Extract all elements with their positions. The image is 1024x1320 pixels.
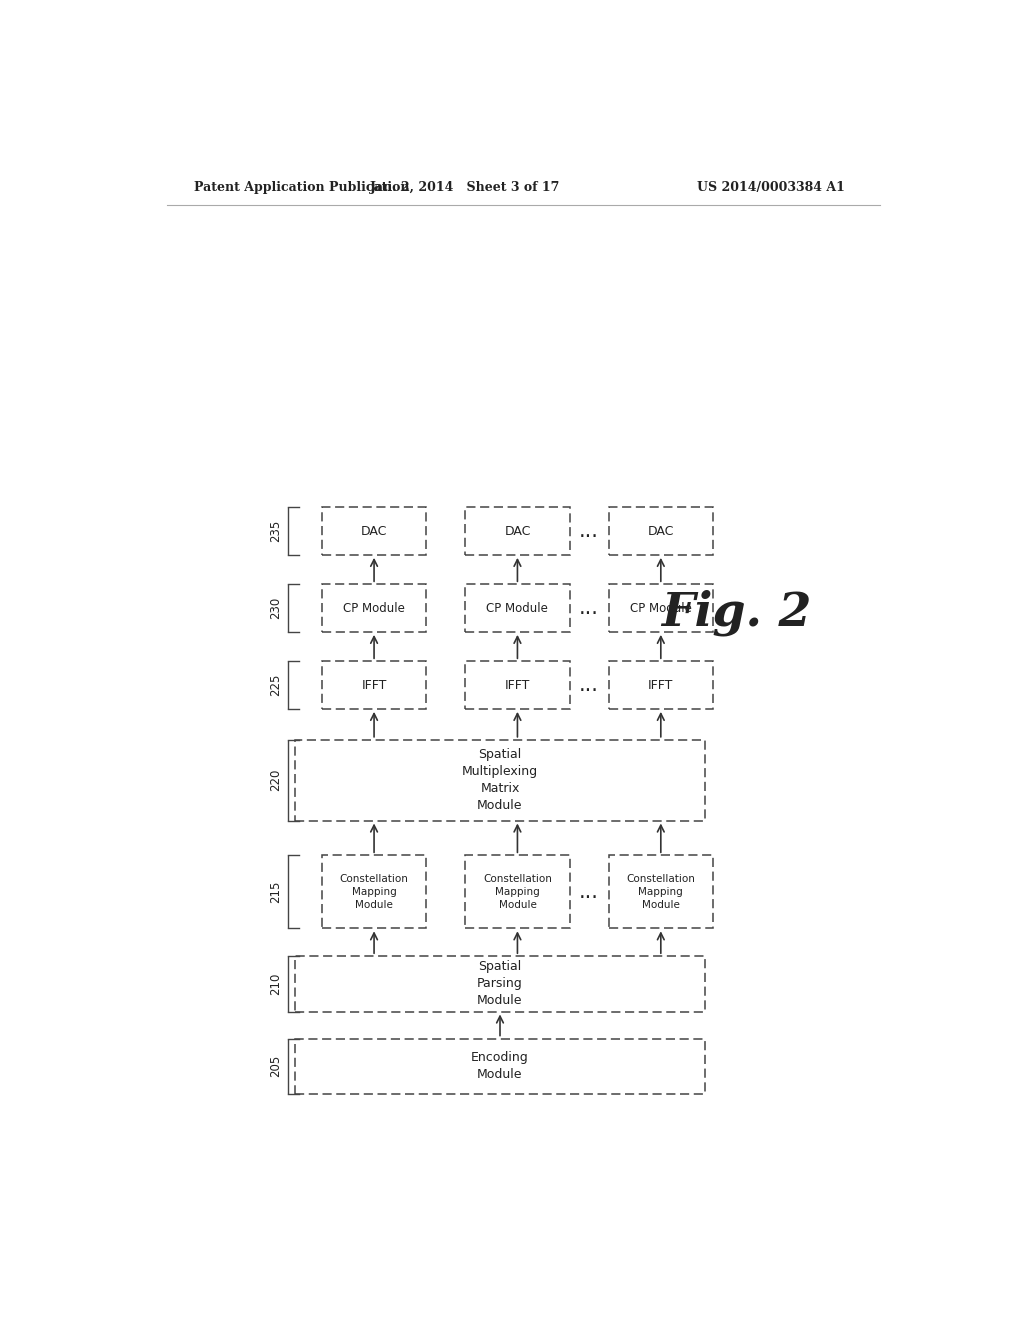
Text: 205: 205 xyxy=(269,1055,283,1077)
Bar xyxy=(608,585,713,632)
Text: Constellation
Mapping
Module: Constellation Mapping Module xyxy=(483,874,552,909)
Text: IFFT: IFFT xyxy=(505,678,530,692)
Bar xyxy=(295,1039,706,1094)
Bar xyxy=(608,661,713,709)
Text: DAC: DAC xyxy=(504,524,530,537)
Text: IFFT: IFFT xyxy=(648,678,674,692)
Text: ...: ... xyxy=(580,882,599,902)
Bar xyxy=(295,739,706,821)
Text: Spatial
Multiplexing
Matrix
Module: Spatial Multiplexing Matrix Module xyxy=(462,748,538,812)
Text: Spatial
Parsing
Module: Spatial Parsing Module xyxy=(477,961,523,1007)
Text: DAC: DAC xyxy=(647,524,674,537)
Text: Constellation
Mapping
Module: Constellation Mapping Module xyxy=(340,874,409,909)
Text: DAC: DAC xyxy=(360,524,387,537)
Bar xyxy=(322,507,426,554)
Text: CP Module: CP Module xyxy=(630,602,692,615)
Bar xyxy=(465,855,569,928)
Bar xyxy=(322,585,426,632)
Bar xyxy=(465,661,569,709)
Text: 230: 230 xyxy=(269,597,283,619)
Bar xyxy=(608,507,713,554)
Bar xyxy=(295,956,706,1011)
Bar xyxy=(608,855,713,928)
Text: ...: ... xyxy=(580,521,599,541)
Text: IFFT: IFFT xyxy=(361,678,387,692)
Text: Encoding
Module: Encoding Module xyxy=(471,1051,528,1081)
Text: 210: 210 xyxy=(269,973,283,995)
Text: Jan. 2, 2014   Sheet 3 of 17: Jan. 2, 2014 Sheet 3 of 17 xyxy=(370,181,560,194)
Text: 215: 215 xyxy=(269,880,283,903)
Text: Patent Application Publication: Patent Application Publication xyxy=(194,181,410,194)
Text: US 2014/0003384 A1: US 2014/0003384 A1 xyxy=(697,181,845,194)
Text: 235: 235 xyxy=(269,520,283,543)
Text: Constellation
Mapping
Module: Constellation Mapping Module xyxy=(627,874,695,909)
Bar xyxy=(465,585,569,632)
Text: 225: 225 xyxy=(269,675,283,696)
Text: 220: 220 xyxy=(269,770,283,792)
Bar xyxy=(322,661,426,709)
Text: CP Module: CP Module xyxy=(343,602,406,615)
Bar xyxy=(465,507,569,554)
Text: Fig. 2: Fig. 2 xyxy=(662,590,812,636)
Text: ...: ... xyxy=(580,675,599,696)
Bar xyxy=(322,855,426,928)
Text: CP Module: CP Module xyxy=(486,602,549,615)
Text: ...: ... xyxy=(580,598,599,618)
